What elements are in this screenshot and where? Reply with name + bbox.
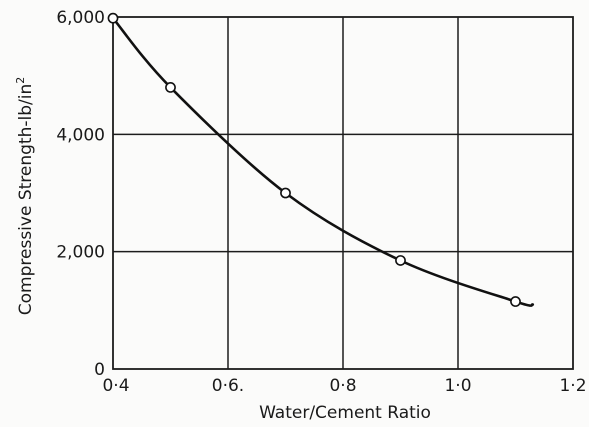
x-tick-labels: 0·4 0·6. 0·8 1·0 1·2	[102, 376, 586, 396]
x-tick-label: 1·0	[444, 376, 471, 396]
grid	[112, 16, 574, 370]
data-point-marker	[165, 82, 176, 93]
data-point-marker	[510, 296, 521, 307]
y-axis-label: Compressive Strength-lb/in2	[14, 77, 36, 315]
x-axis-label: Water/Cement Ratio	[259, 403, 431, 423]
data-point-marker	[107, 12, 119, 24]
data-point-marker	[280, 187, 291, 199]
y-tick-labels: 0 2,000 4,000 6,000	[56, 8, 105, 380]
y-axis-label-superscript: 2	[14, 77, 27, 84]
marker-layer	[107, 12, 521, 307]
data-point-marker	[395, 255, 406, 266]
x-tick-label: 1·2	[559, 376, 586, 396]
y-tick-label: 6,000	[56, 8, 105, 28]
y-tick-label: 0	[94, 360, 105, 380]
y-tick-label: 2,000	[56, 243, 105, 263]
x-tick-label: 0·6.	[212, 376, 244, 396]
strength-curve	[111, 16, 535, 307]
x-tick-label: 0·4	[102, 376, 129, 396]
x-tick-label: 0·8	[329, 376, 356, 396]
y-tick-label: 4,000	[56, 125, 105, 145]
y-axis-label-text: Compressive Strength-lb/in	[16, 84, 36, 315]
curve-layer	[111, 16, 535, 307]
